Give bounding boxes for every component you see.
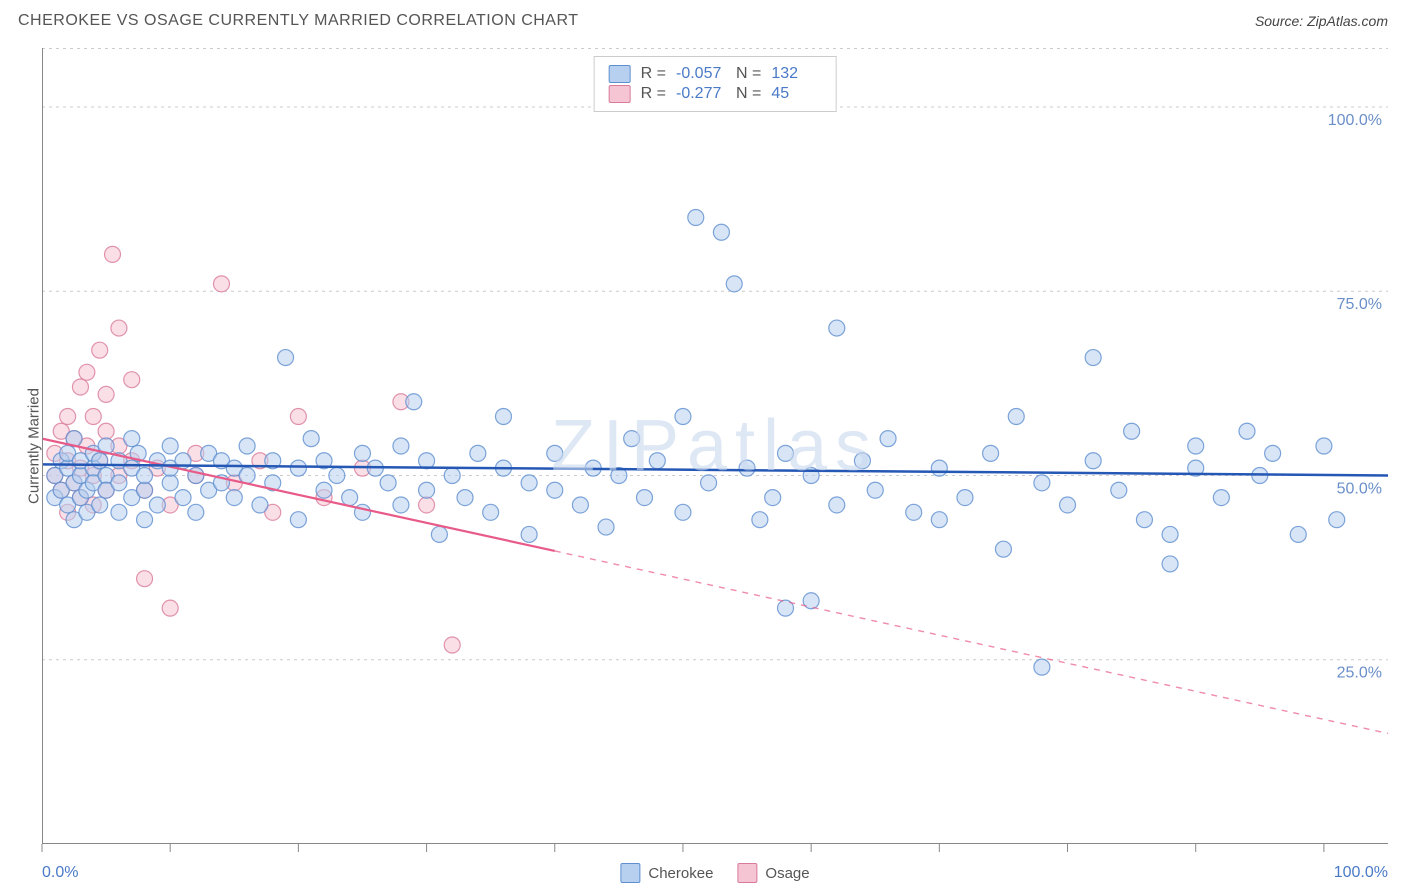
legend-item-osage: Osage — [737, 863, 809, 883]
n-value: 45 — [771, 85, 821, 103]
stats-row-cherokee: R = -0.057 N = 132 — [609, 65, 822, 83]
svg-text:50.0%: 50.0% — [1337, 480, 1382, 497]
correlation-stats-box: R = -0.057 N = 132 R = -0.277 N = 45 — [594, 56, 837, 112]
legend-label: Osage — [765, 865, 809, 882]
x-max-label: 100.0% — [1334, 864, 1388, 882]
x-min-label: 0.0% — [42, 864, 78, 882]
swatch-cherokee — [620, 863, 640, 883]
legend-label: Cherokee — [648, 865, 713, 882]
svg-text:75.0%: 75.0% — [1337, 296, 1382, 313]
series-legend: Cherokee Osage — [620, 863, 809, 883]
stats-row-osage: R = -0.277 N = 45 — [609, 85, 822, 103]
n-label: N = — [736, 65, 761, 83]
r-label: R = — [641, 65, 666, 83]
svg-text:25.0%: 25.0% — [1337, 665, 1382, 682]
svg-text:100.0%: 100.0% — [1328, 112, 1382, 129]
n-value: 132 — [771, 65, 821, 83]
source-attribution: Source: ZipAtlas.com — [1255, 13, 1388, 29]
r-value: -0.277 — [676, 85, 726, 103]
scatter-plot: 25.0% 50.0% 75.0% 100.0% — [42, 48, 1388, 844]
swatch-osage — [737, 863, 757, 883]
n-label: N = — [736, 85, 761, 103]
chart-area: Currently Married ZIPatlas R = -0.057 N … — [42, 48, 1388, 844]
swatch-cherokee — [609, 65, 631, 83]
x-axis-footer: 0.0% Cherokee Osage 100.0% — [42, 864, 1388, 882]
chart-title: CHEROKEE VS OSAGE CURRENTLY MARRIED CORR… — [18, 12, 579, 30]
swatch-osage — [609, 85, 631, 103]
r-label: R = — [641, 85, 666, 103]
r-value: -0.057 — [676, 65, 726, 83]
legend-item-cherokee: Cherokee — [620, 863, 713, 883]
y-axis-label: Currently Married — [26, 388, 43, 504]
